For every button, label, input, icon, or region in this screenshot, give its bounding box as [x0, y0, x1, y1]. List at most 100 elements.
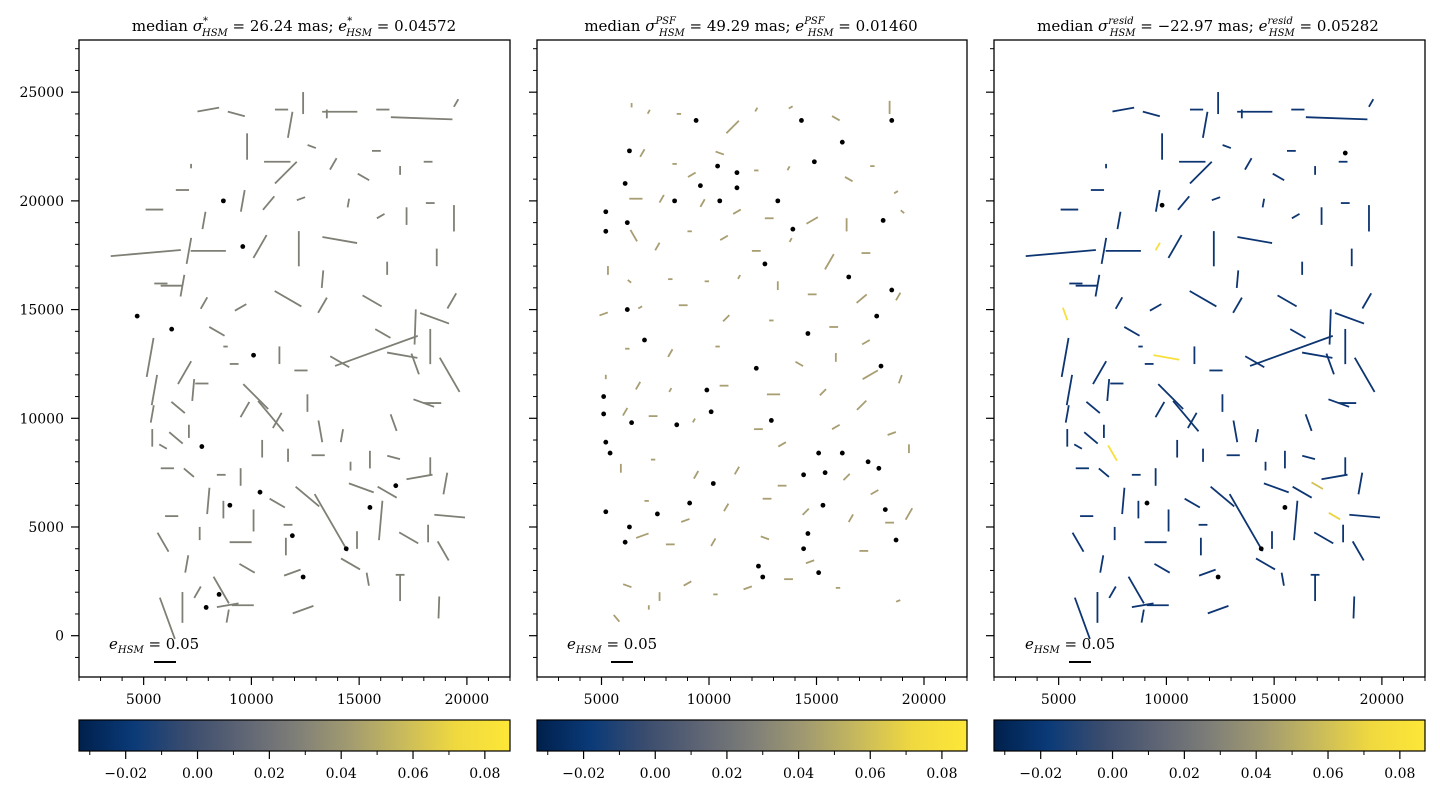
- whisker-highlight: [1107, 445, 1118, 462]
- whisker: [599, 311, 609, 317]
- whisker: [1304, 414, 1313, 432]
- star-point: [756, 563, 761, 569]
- colorbar-tick-label: 0.02: [711, 766, 742, 782]
- whisker: [1187, 412, 1198, 429]
- star-point: [878, 363, 884, 369]
- star-point: [874, 313, 880, 319]
- whisker: [1211, 196, 1221, 202]
- whisker: [1099, 555, 1105, 573]
- whisker: [710, 537, 717, 547]
- star-point: [876, 465, 882, 471]
- whisker: [274, 161, 298, 185]
- star-point: [199, 444, 205, 449]
- whisker: [870, 489, 879, 496]
- whisker: [1085, 401, 1101, 414]
- whisker: [622, 583, 632, 589]
- whisker-scale-label-psf: eHSM = 0.05: [567, 635, 657, 656]
- whisker: [733, 466, 740, 475]
- whisker: [862, 369, 879, 380]
- whisker: [287, 111, 294, 138]
- whisker: [1154, 401, 1166, 418]
- whisker: [208, 326, 225, 337]
- whisker: [1368, 98, 1375, 108]
- colorbar-tick-label: 0.08: [1384, 766, 1415, 782]
- star-point: [300, 574, 306, 580]
- colorbar-tick-label: 0.08: [926, 766, 957, 782]
- colorbar-ticks-star: −0.02 0.00 0.02 0.04 0.06 0.08: [89, 751, 500, 782]
- star-point: [687, 500, 693, 506]
- colorbar-psf: −0.02 0.00 0.02 0.04 0.06 0.08: [536, 719, 968, 782]
- whisker: [376, 213, 385, 220]
- whisker: [398, 531, 419, 545]
- whisker: [887, 431, 897, 436]
- whisker: [295, 485, 320, 508]
- colorbar-tick-label: 0.04: [326, 766, 357, 782]
- whisker: [206, 487, 211, 515]
- whisker: [322, 236, 358, 244]
- star-point: [893, 537, 899, 543]
- whisker: [1167, 234, 1183, 259]
- whisker: [1157, 383, 1184, 410]
- star-point: [1342, 150, 1348, 156]
- whisker: [292, 604, 314, 615]
- whisker: [1083, 431, 1099, 445]
- whisker: [629, 229, 638, 242]
- whisker: [438, 357, 461, 393]
- whisker-scale-label-resid: eHSM = 0.05: [1025, 635, 1115, 656]
- whisker: [1098, 467, 1110, 478]
- whisker: [1357, 472, 1364, 495]
- whisker: [1025, 249, 1096, 258]
- star-point: [846, 274, 852, 280]
- whisker: [307, 144, 317, 149]
- whisker: [227, 110, 246, 118]
- whisker: [156, 532, 170, 553]
- whisker: [1073, 597, 1091, 640]
- whisker: [446, 292, 457, 309]
- whisker: [1064, 405, 1070, 423]
- x-tick-label: 15000: [1252, 692, 1297, 708]
- y-tick-label: 10000: [19, 411, 64, 427]
- whisker: [743, 585, 753, 591]
- star-point: [760, 574, 766, 580]
- x-tick-label: 10000: [229, 692, 274, 708]
- whisker: [252, 234, 268, 259]
- colorbar-ticks-resid: −0.02 0.00 0.02 0.04 0.06 0.08: [1004, 751, 1415, 782]
- whisker: [1313, 531, 1334, 545]
- star-point: [603, 509, 609, 515]
- whisker: [329, 355, 350, 369]
- axes-frame-star: [78, 39, 511, 678]
- whisker: [1254, 429, 1259, 443]
- star-point: [601, 394, 607, 399]
- whisker: [1140, 609, 1145, 623]
- x-tick-label: 5000: [1041, 692, 1077, 708]
- whisker: [856, 293, 868, 304]
- whisker: [831, 424, 841, 430]
- whisker: [646, 109, 651, 115]
- star-point: [1215, 574, 1221, 580]
- star-point: [715, 163, 720, 169]
- whisker: [1127, 576, 1145, 604]
- whisker: [668, 387, 673, 393]
- whisker: [442, 472, 449, 495]
- star-point: [704, 387, 710, 393]
- whisker: [842, 473, 851, 481]
- y-axis-star: 0 5000 10000 15000 20000 25000: [19, 48, 79, 658]
- whisker: [831, 115, 841, 122]
- whisker: [1272, 172, 1285, 182]
- whisker: [1232, 297, 1243, 314]
- star-point: [627, 148, 632, 154]
- whisker: [824, 253, 835, 270]
- whisker: [1325, 353, 1335, 375]
- whisker: [1277, 294, 1298, 308]
- whisker: [225, 609, 230, 623]
- x-axis-resid: 5000 10000 15000 20000: [993, 677, 1426, 708]
- plot-area-star: [110, 92, 466, 640]
- whisker: [622, 407, 629, 417]
- whisker: [719, 234, 729, 241]
- star-point: [822, 470, 828, 476]
- star-point: [889, 118, 895, 123]
- whisker: [795, 360, 804, 367]
- whisker: [374, 328, 391, 339]
- whisker: [1222, 144, 1232, 149]
- star-point: [799, 118, 804, 123]
